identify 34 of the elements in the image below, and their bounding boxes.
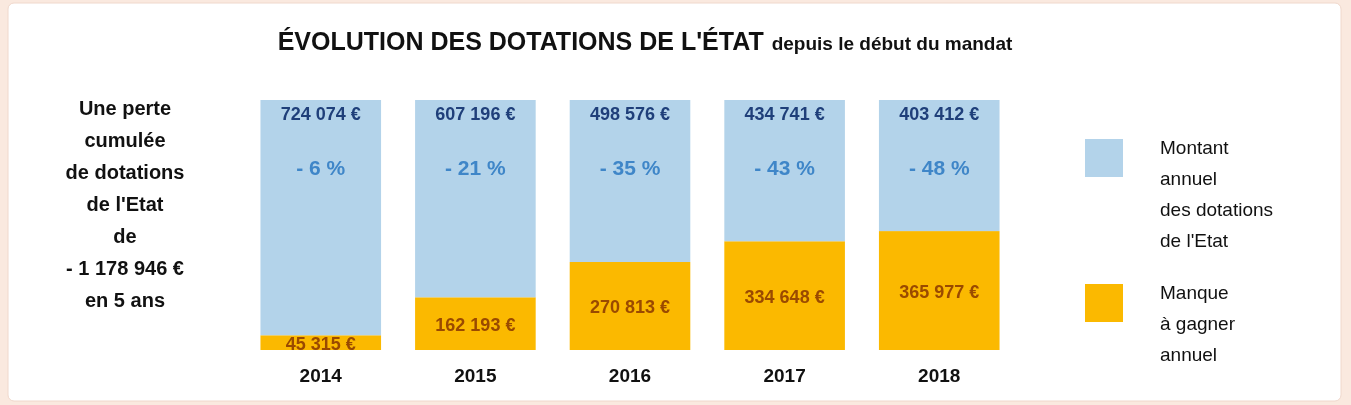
bar: [724, 241, 845, 350]
legend-label: Manque à gagner annuel: [1160, 282, 1236, 365]
x-tick-label: 2016: [608, 365, 652, 386]
data-label: 45 315 €: [285, 333, 356, 354]
data-label: 498 576 €: [589, 104, 671, 124]
bar: [569, 100, 691, 262]
chart-subtitle: depuis le début du mandat: [771, 33, 1014, 54]
x-tick-label: 2017: [763, 365, 806, 386]
bar: [415, 100, 536, 298]
data-label: 162 193 €: [435, 314, 516, 335]
bar: [724, 100, 845, 242]
bar: [878, 231, 1000, 350]
bar: [569, 262, 691, 350]
data-label: 403 412 €: [899, 104, 980, 124]
x-tick-label: 2015: [454, 365, 497, 386]
data-label: 334 648 €: [744, 286, 825, 307]
annotation: - 48 %: [908, 156, 970, 179]
bar: [415, 297, 536, 350]
annotation: - 6 %: [296, 156, 346, 179]
x-tick-label: 2014: [299, 365, 343, 386]
bar: [878, 100, 1000, 232]
text: Une perte cumulée de dotations de l'Etat de - 1 178 946 € en 5 ans: [65, 97, 185, 311]
chart-title: ÉVOLUTION DES DOTATIONS DE L'ÉTAT: [277, 27, 764, 55]
bar: [260, 100, 382, 336]
annotation: - 43 %: [754, 156, 816, 179]
legend-label: Montant annuel des dotations de l'Etat: [1160, 137, 1274, 251]
x-tick-label: 2018: [918, 365, 961, 386]
data-label: 724 074 €: [280, 104, 361, 124]
data-label: 434 741 €: [744, 104, 825, 124]
data-label: 270 813 €: [589, 297, 671, 317]
annotation: - 21 %: [445, 156, 507, 179]
data-label: 365 977 €: [899, 281, 980, 302]
annotation: - 35 %: [599, 156, 661, 179]
data-label: 607 196 €: [435, 104, 516, 124]
